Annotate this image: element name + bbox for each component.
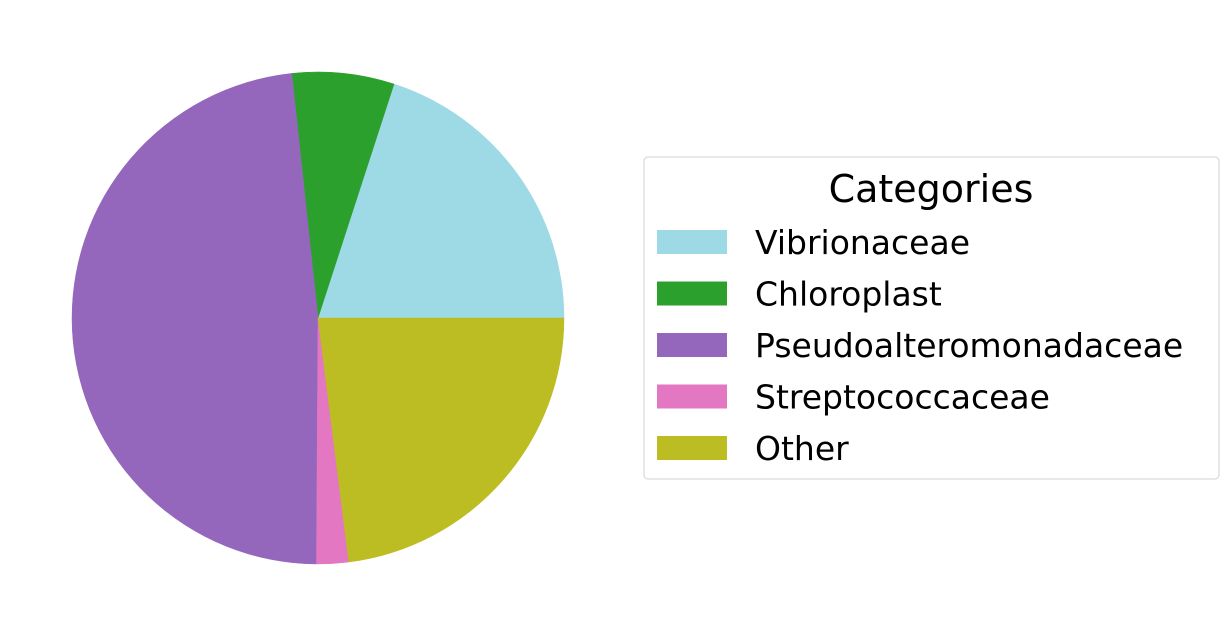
legend-label-streptococcaceae: Streptococcaceae [755,378,1050,417]
legend: Categories Vibrionaceae Chloroplast Pseudo… [643,156,1220,480]
legend-swatch-pseudoalteromonadaceae [657,333,727,357]
legend-label-vibrionaceae: Vibrionaceae [755,223,970,262]
pie-slice-other [317,317,565,563]
pie-slice-pseudoalteromonadaceae [71,73,319,565]
legend-entries: Vibrionaceae Chloroplast Pseudoalteromonad… [657,223,1183,468]
pie-slice-vibrionaceae [317,83,565,319]
legend-swatch-vibrionaceae [657,230,727,254]
legend-title: Categories [829,167,1034,211]
legend-frame [643,156,1220,480]
legend-swatch-chloroplast [657,281,727,306]
legend-label-pseudoalteromonadaceae: Pseudoalteromonadaceae [755,326,1183,365]
pie-slices [71,71,565,565]
legend-swatch-streptococcaceae [657,384,727,409]
legend-swatch-other [657,436,727,460]
legend-label-other: Other [755,429,849,468]
legend-label-chloroplast: Chloroplast [755,275,942,314]
